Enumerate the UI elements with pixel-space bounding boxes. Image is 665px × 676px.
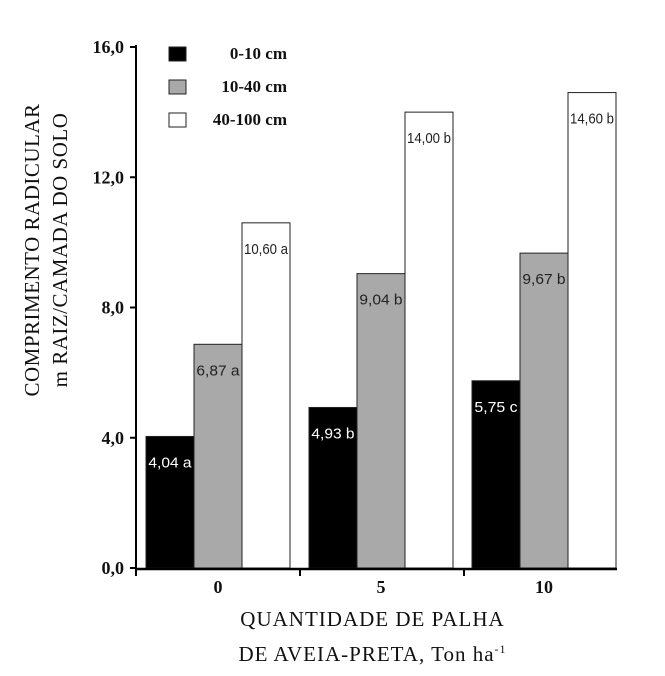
bar-value-label: 14,00 b xyxy=(407,130,451,147)
legend-swatch-10-40cm xyxy=(168,79,187,95)
bar-value-label: 5,75 c xyxy=(474,399,518,416)
bar-0-10cm-0 xyxy=(145,435,195,569)
bar-value-label: 14,60 b xyxy=(570,111,614,128)
legend-label: 0-10 cm xyxy=(230,44,287,63)
y-axis-title-line-2: m RAIZ/CAMADA DO SOLO xyxy=(48,112,72,388)
bar-0-10cm-10 xyxy=(471,380,521,569)
y-tick-label: 8,0 xyxy=(102,298,125,318)
x-tick-label: 0 xyxy=(214,577,223,597)
x-axis-title-line-1: QUANTIDADE DE PALHA xyxy=(240,607,505,631)
y-tick-label: 12,0 xyxy=(93,167,125,187)
bar-value-label: 9,04 b xyxy=(359,292,402,309)
bar-10-40cm-5 xyxy=(356,273,406,569)
bar-value-label: 9,67 b xyxy=(522,271,565,288)
x-axis-title-superscript: -1 xyxy=(494,642,507,656)
bar-value-label: 6,87 a xyxy=(196,362,240,379)
bar-0-10cm-5 xyxy=(308,406,358,569)
bar-40-100cm-10 xyxy=(567,92,617,569)
x-axis-title-text: DE AVEIA-PRETA, Ton ha xyxy=(238,642,495,666)
x-tick-label: 5 xyxy=(377,577,386,597)
legend-label: 10-40 cm xyxy=(221,77,287,96)
y-axis-title-line-1: COMPRIMENTO RADICULAR xyxy=(20,103,44,397)
legend-swatch-40-100cm xyxy=(168,112,187,128)
bar-value-label: 10,60 a xyxy=(244,241,289,258)
legend-label: 40-100 cm xyxy=(213,110,287,129)
x-tick-label: 10 xyxy=(535,577,553,597)
bar-40-100cm-5 xyxy=(404,111,454,569)
bar-10-40cm-10 xyxy=(519,252,569,569)
legend-swatch-0-10cm xyxy=(168,46,187,62)
bar-40-100cm-0 xyxy=(241,222,291,569)
y-tick-label: 0,0 xyxy=(102,558,125,578)
y-tick-label: 16,0 xyxy=(93,37,125,57)
bar-value-label: 4,93 b xyxy=(311,425,354,442)
y-axis-title: COMPRIMENTO RADICULAR m RAIZ/CAMADA DO S… xyxy=(18,0,98,500)
y-tick-label: 4,0 xyxy=(102,428,125,448)
bar-value-label: 4,04 a xyxy=(148,454,192,471)
x-axis-title-line-2: DE AVEIA-PRETA, Ton ha-1 xyxy=(140,642,605,667)
